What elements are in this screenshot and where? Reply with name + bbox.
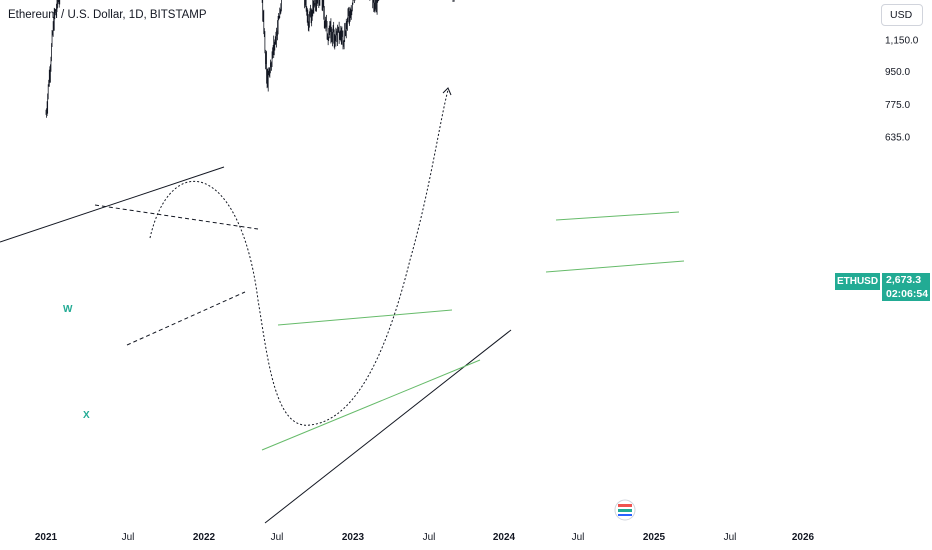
green-channel-top-2022 <box>277 309 453 326</box>
y-tick-label: 635.0 <box>885 133 910 144</box>
wave-label-x: X <box>83 410 90 421</box>
symbol-price-tag: ETHUSD <box>835 273 880 290</box>
green-channel-top-2024 <box>555 211 680 221</box>
currency-button[interactable]: USD <box>881 4 923 26</box>
last-price-value: 2,673.3 <box>886 274 922 286</box>
tradingview-logo <box>614 499 636 521</box>
x-tick-label: 2023 <box>342 532 365 543</box>
x-tick-label: Jul <box>271 532 284 543</box>
x-tick-label: 2021 <box>35 532 58 543</box>
x-tick-label: Jul <box>122 532 135 543</box>
drawing-layer <box>0 87 685 524</box>
logo-bar-mid <box>618 509 632 512</box>
dashed-upper-line <box>94 204 259 230</box>
candles <box>45 0 455 118</box>
y-tick-label: 1,150.0 <box>885 36 919 47</box>
x-tick-label: 2022 <box>193 532 216 543</box>
chart-title: Ethereum / U.S. Dollar, 1D, BITSTAMP <box>8 9 207 21</box>
dotted-arc-arrowhead <box>442 87 452 96</box>
x-tick-label: 2026 <box>792 532 815 543</box>
dashed-lower-line <box>126 291 246 346</box>
x-axis: 2021 Jul 2022 Jul 2023 Jul 2024 Jul 2025 Jul 2026 <box>35 532 815 543</box>
x-tick-label: Jul <box>423 532 436 543</box>
wave-label-w: W <box>63 304 73 315</box>
x-tick-label: 2025 <box>643 532 666 543</box>
logo-bar-bottom <box>618 514 632 516</box>
dotted-arc-path <box>149 89 449 426</box>
rising-support-line <box>264 329 512 524</box>
bar-countdown: 02:06:54 <box>886 288 929 300</box>
y-tick-label: 775.0 <box>885 100 910 111</box>
x-tick-label: Jul <box>724 532 737 543</box>
x-tick-label: 2024 <box>493 532 516 543</box>
green-channel-bottom-2022 <box>261 359 481 451</box>
upper-trendline-2021 <box>0 166 225 243</box>
last-price-box: 2,673.3 02:06:54 <box>882 273 930 301</box>
x-tick-label: Jul <box>572 532 585 543</box>
green-channel-bottom-2024 <box>545 260 685 273</box>
logo-bar-top <box>618 504 632 507</box>
y-tick-label: 950.0 <box>885 67 910 78</box>
